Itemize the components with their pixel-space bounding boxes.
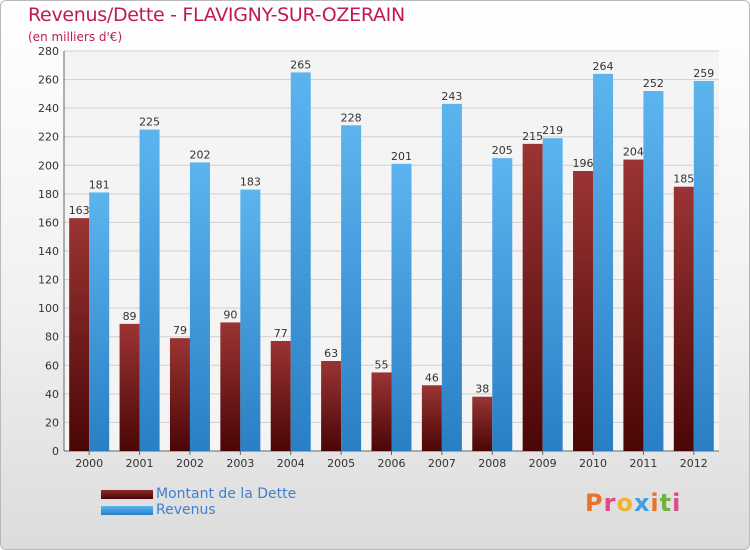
data-label-revenus: 252 xyxy=(643,77,664,90)
bar-revenus xyxy=(189,162,210,451)
logo-letter: P xyxy=(585,489,604,517)
bar-dette xyxy=(673,186,694,451)
bar-revenus xyxy=(693,81,714,451)
logo-letter: t xyxy=(659,489,673,517)
x-tick-label: 2005 xyxy=(327,457,355,470)
bar-dette xyxy=(69,218,90,451)
y-tick-label: 200 xyxy=(38,159,59,172)
data-label-dette: 163 xyxy=(69,204,90,217)
x-tick-label: 2004 xyxy=(277,457,305,470)
y-tick-label: 220 xyxy=(38,131,59,144)
plot-area: 0 20 40 60 80 100 120 140 160 180 200 220 240 260 280 1… xyxy=(38,45,719,470)
data-label-revenus: 225 xyxy=(139,116,160,129)
bar-revenus xyxy=(441,103,462,451)
bar-revenus xyxy=(240,189,261,452)
bar-revenus xyxy=(391,163,412,451)
bar-revenus xyxy=(492,158,513,451)
y-tick-label: 180 xyxy=(38,188,59,201)
legend-swatch-revenus xyxy=(101,506,153,515)
x-tick-label: 2007 xyxy=(428,457,456,470)
data-label-revenus: 183 xyxy=(240,176,261,189)
y-tick-label: 160 xyxy=(38,216,59,229)
legend-swatch-dette xyxy=(101,490,153,499)
x-tick-label: 2002 xyxy=(176,457,204,470)
y-tick-label: 80 xyxy=(45,331,59,344)
data-label-dette: 63 xyxy=(324,347,338,360)
y-tick-label: 120 xyxy=(38,274,59,287)
bar-dette xyxy=(573,171,594,451)
bar-dette xyxy=(321,361,342,451)
y-tick-label: 140 xyxy=(38,245,59,258)
data-label-dette: 90 xyxy=(223,308,237,321)
bar-revenus xyxy=(290,72,311,451)
data-label-revenus: 219 xyxy=(542,124,563,137)
bar-dette xyxy=(421,385,442,451)
bar-dette xyxy=(270,341,291,451)
bar-dette xyxy=(472,396,493,451)
x-tick-label: 2006 xyxy=(378,457,406,470)
bar-dette xyxy=(623,159,644,452)
chart-subtitle: (en milliers d'€) xyxy=(28,30,123,44)
bar-revenus xyxy=(341,125,362,452)
data-label-dette: 215 xyxy=(522,130,543,143)
bar-dette xyxy=(220,322,241,451)
y-tick-label: 0 xyxy=(52,445,59,458)
data-label-revenus: 265 xyxy=(290,58,311,71)
y-tick-label: 280 xyxy=(38,45,59,58)
bar-dette xyxy=(371,372,392,451)
logo-letter: i xyxy=(672,489,682,517)
data-label-revenus: 205 xyxy=(492,144,513,157)
y-tick-label: 40 xyxy=(45,388,59,401)
data-label-dette: 55 xyxy=(375,358,389,371)
data-label-revenus: 201 xyxy=(391,150,412,163)
data-label-dette: 204 xyxy=(623,146,644,159)
x-tick-label: 2012 xyxy=(680,457,708,470)
bar-dette xyxy=(119,323,140,451)
x-tick-label: 2003 xyxy=(226,457,254,470)
x-tick-label: 2009 xyxy=(529,457,557,470)
data-label-dette: 185 xyxy=(673,173,694,186)
x-tick-label: 2000 xyxy=(75,457,103,470)
data-label-dette: 77 xyxy=(274,327,288,340)
data-label-dette: 46 xyxy=(425,371,439,384)
data-label-revenus: 259 xyxy=(693,67,714,80)
bar-revenus xyxy=(593,73,614,451)
bar-revenus xyxy=(139,129,160,452)
logo-letter: o xyxy=(616,489,634,517)
x-tick-label: 2011 xyxy=(629,457,657,470)
x-tick-label: 2001 xyxy=(126,457,154,470)
logo-letter: i xyxy=(650,489,660,517)
bar-dette xyxy=(522,143,543,451)
chart-title: Revenus/Dette - FLAVIGNY-SUR-OZERAIN xyxy=(28,4,405,26)
data-label-dette: 89 xyxy=(123,310,137,323)
data-label-dette: 38 xyxy=(475,383,489,396)
y-tick-label: 100 xyxy=(38,302,59,315)
data-label-revenus: 228 xyxy=(341,111,362,124)
proxiti-logo: Proxiti xyxy=(585,489,681,517)
bar-revenus xyxy=(643,91,664,451)
bar-revenus xyxy=(89,192,110,451)
y-tick-label: 240 xyxy=(38,102,59,115)
bar-revenus xyxy=(542,138,563,451)
data-label-revenus: 264 xyxy=(593,60,614,73)
x-tick-label: 2010 xyxy=(579,457,607,470)
data-label-dette: 196 xyxy=(573,157,594,170)
logo-letter: r xyxy=(603,489,617,517)
data-label-revenus: 243 xyxy=(441,90,462,103)
y-tick-label: 60 xyxy=(45,359,59,372)
bar-dette xyxy=(169,338,190,451)
data-label-revenus: 202 xyxy=(189,148,210,161)
x-tick-label: 2008 xyxy=(478,457,506,470)
logo-letter: x xyxy=(633,489,651,517)
legend-label-dette: Montant de la Dette xyxy=(156,486,297,502)
data-label-revenus: 181 xyxy=(89,178,110,191)
data-label-dette: 79 xyxy=(173,324,187,337)
y-tick-label: 260 xyxy=(38,74,59,87)
y-tick-label: 20 xyxy=(45,416,59,429)
legend-label-revenus: Revenus xyxy=(156,502,216,518)
